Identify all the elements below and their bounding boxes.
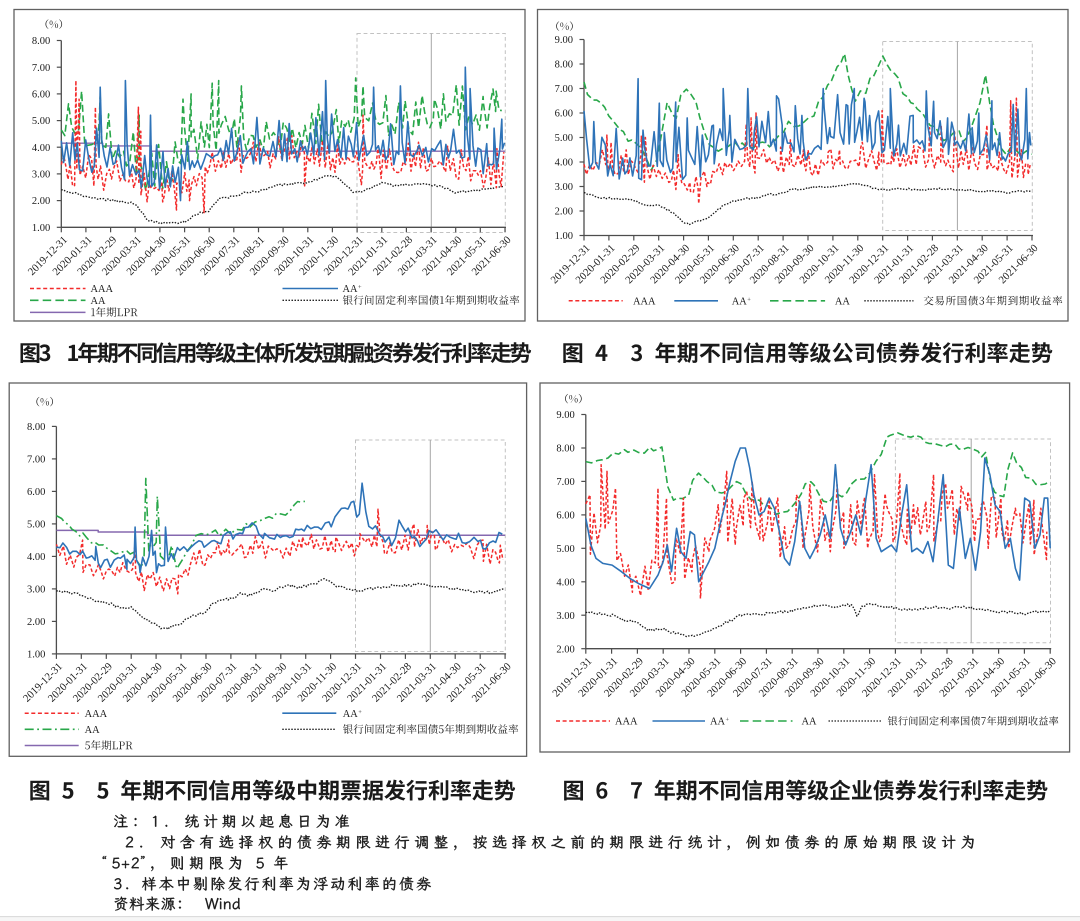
svg-text:4.00: 4.00	[27, 552, 45, 563]
svg-text:6.00: 6.00	[27, 487, 45, 498]
svg-text:AA: AA	[343, 709, 359, 720]
svg-text:+: +	[358, 709, 362, 716]
svg-text:8.00: 8.00	[556, 444, 574, 455]
svg-text:+: +	[358, 284, 362, 291]
svg-text:7.00: 7.00	[27, 455, 45, 466]
svg-text:5.00: 5.00	[27, 520, 45, 531]
svg-text:2.00: 2.00	[555, 207, 573, 218]
svg-text:+: +	[747, 296, 751, 303]
svg-text:3.00: 3.00	[555, 182, 573, 193]
svg-text:+: +	[726, 717, 730, 724]
svg-text:4.00: 4.00	[555, 158, 573, 169]
svg-text:3.00: 3.00	[556, 611, 574, 622]
svg-text:8.00: 8.00	[32, 36, 50, 47]
svg-text:AAA: AAA	[85, 709, 108, 720]
svg-text:AA: AA	[91, 296, 107, 307]
svg-text:2.00: 2.00	[556, 644, 574, 655]
svg-text:9.00: 9.00	[555, 35, 573, 46]
svg-text:3.00: 3.00	[27, 585, 45, 596]
svg-text:1.00: 1.00	[27, 650, 45, 661]
svg-text:2.00: 2.00	[27, 617, 45, 628]
svg-text:AA: AA	[732, 297, 748, 308]
svg-text:AAA: AAA	[615, 717, 638, 728]
svg-text:5.00: 5.00	[556, 544, 574, 555]
svg-text:AA: AA	[343, 284, 359, 295]
svg-text:AAA: AAA	[633, 297, 656, 308]
svg-text:2.00: 2.00	[32, 196, 50, 207]
svg-text:6.00: 6.00	[556, 511, 574, 522]
svg-text:AA: AA	[835, 297, 851, 308]
svg-text:5.00: 5.00	[32, 116, 50, 127]
svg-text:1.00: 1.00	[32, 223, 50, 234]
svg-text:8.00: 8.00	[27, 422, 45, 433]
svg-text:4.00: 4.00	[32, 143, 50, 154]
svg-text:9.00: 9.00	[556, 410, 574, 421]
svg-text:AAA: AAA	[91, 284, 114, 295]
svg-text:7.00: 7.00	[32, 63, 50, 74]
svg-text:5.00: 5.00	[555, 133, 573, 144]
svg-text:6.00: 6.00	[555, 109, 573, 120]
svg-text:7.00: 7.00	[555, 84, 573, 95]
svg-text:6.00: 6.00	[32, 90, 50, 101]
svg-text:AA: AA	[802, 717, 818, 728]
svg-text:7.00: 7.00	[556, 477, 574, 488]
svg-text:AA: AA	[710, 717, 726, 728]
svg-text:4.00: 4.00	[556, 577, 574, 588]
svg-text:1.00: 1.00	[555, 231, 573, 242]
svg-text:8.00: 8.00	[555, 60, 573, 71]
svg-text:AA: AA	[85, 725, 101, 736]
svg-text:3.00: 3.00	[32, 170, 50, 181]
